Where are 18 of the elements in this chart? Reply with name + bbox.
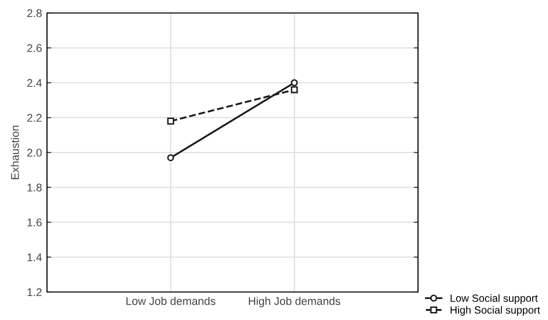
x-tick-label: High Job demands bbox=[248, 296, 340, 308]
y-tick-label: 1.8 bbox=[28, 184, 42, 192]
legend-label: Low Social support bbox=[450, 294, 538, 304]
point bbox=[167, 118, 174, 125]
y-tick-label: 1.6 bbox=[28, 218, 42, 226]
point bbox=[290, 79, 298, 86]
y-tick-label: 2.4 bbox=[27, 79, 42, 87]
point bbox=[167, 154, 174, 162]
y-tick-label: 2.8 bbox=[27, 9, 42, 18]
y-axis-title: Exhaustion bbox=[10, 126, 19, 180]
point bbox=[290, 86, 298, 94]
y-tick-label: 2.2 bbox=[27, 114, 42, 122]
y-tick-label: 2.0 bbox=[27, 148, 42, 157]
y-tick-label: 2.6 bbox=[27, 44, 42, 52]
y-tick-label: 1.2 bbox=[28, 288, 42, 296]
x-tick-label: Low Job demands bbox=[126, 296, 216, 306]
legend-label: High Social support bbox=[450, 306, 540, 316]
y-tick-label: 1.4 bbox=[28, 254, 42, 262]
